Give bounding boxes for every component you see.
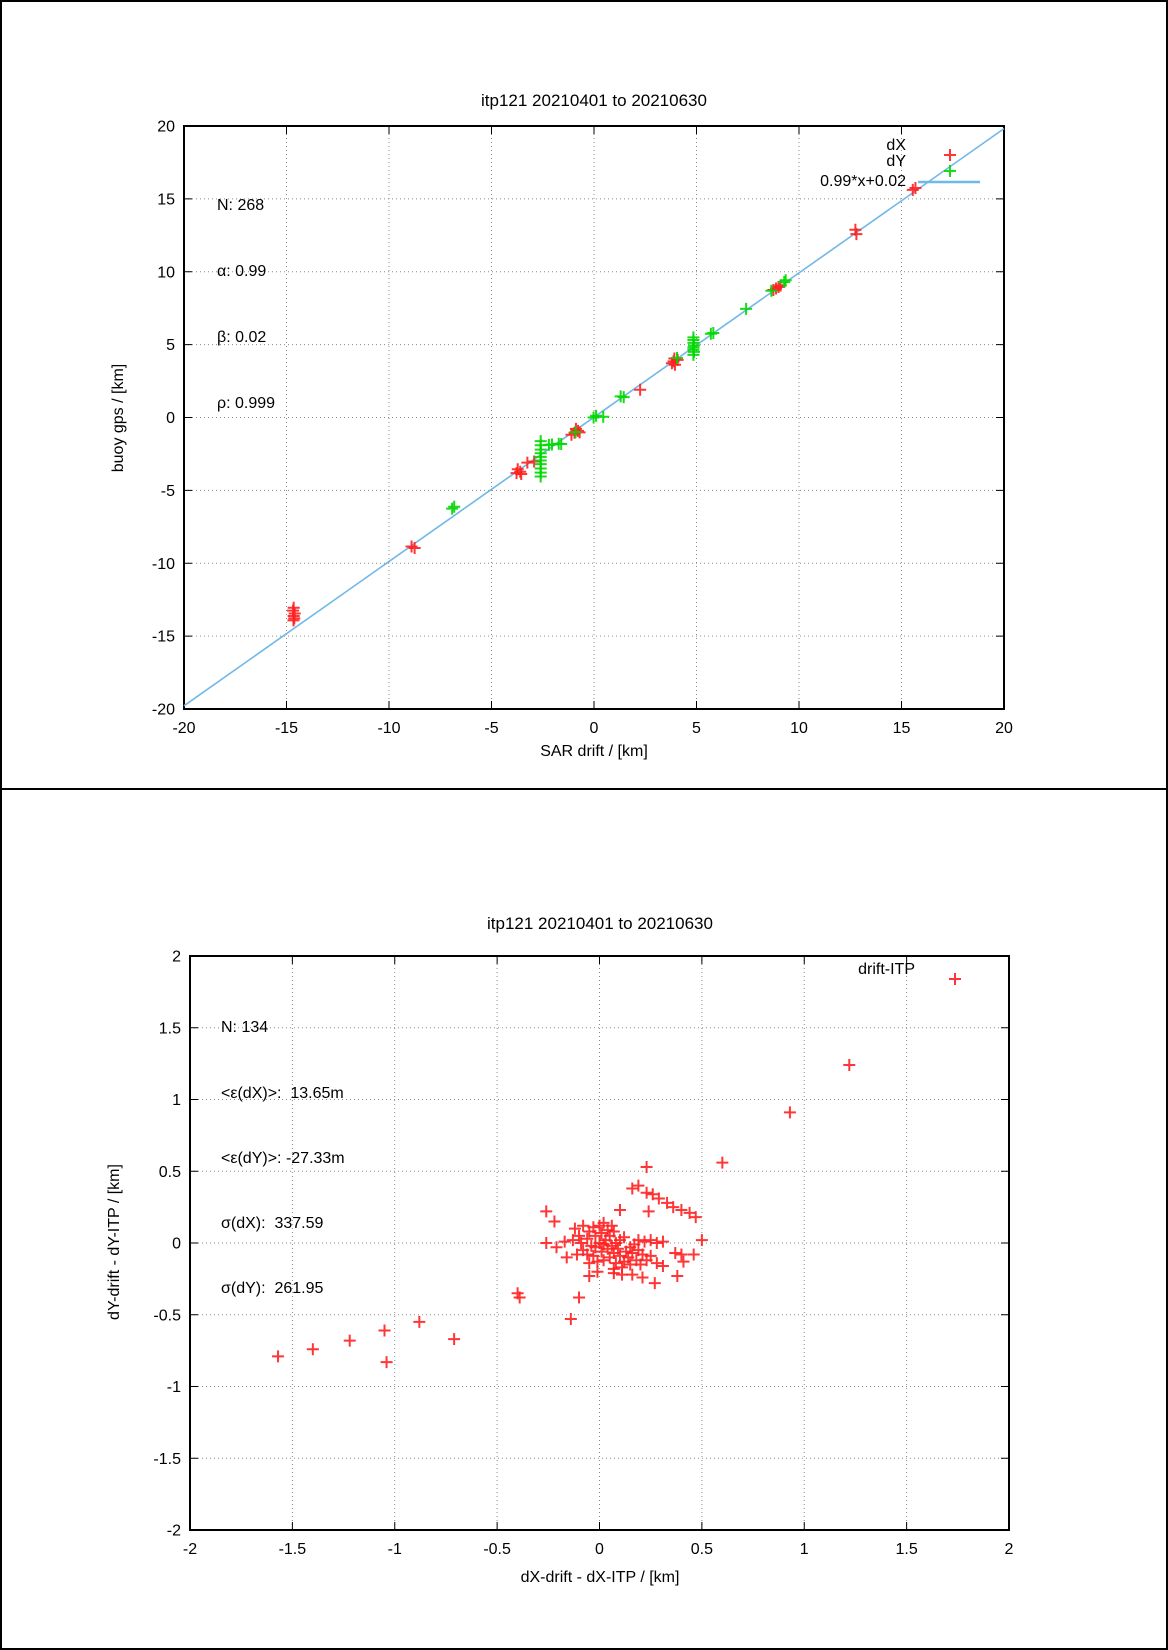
legend-label-dx: dX — [886, 137, 906, 154]
svg-text:20: 20 — [157, 119, 175, 136]
stat-beta: β: 0.02 — [217, 329, 267, 346]
svg-text:-15: -15 — [275, 720, 298, 737]
top-chart-stats-block: N: 268 α: 0.99 β: 0.02 ρ: 0.999 — [217, 151, 275, 459]
stat-alpha: α: 0.99 — [217, 263, 267, 280]
svg-text:15: 15 — [157, 191, 175, 208]
svg-text:-2: -2 — [167, 1523, 181, 1540]
svg-text:0: 0 — [172, 1236, 181, 1253]
top-chart-x-axis-label: SAR drift / [km] — [540, 743, 648, 760]
svg-text:-1.5: -1.5 — [279, 1541, 307, 1558]
svg-text:20: 20 — [995, 720, 1013, 737]
stat-n: N: 268 — [217, 197, 265, 214]
panel-divider — [2, 788, 1166, 790]
bottom-chart-x-axis-label: dX-drift - dX-ITP / [km] — [520, 1569, 680, 1586]
svg-text:-0.5: -0.5 — [153, 1307, 181, 1324]
stat-n2: N: 134 — [221, 1019, 269, 1037]
legend-label-drift-itp: drift-ITP — [858, 961, 915, 978]
svg-text:1: 1 — [800, 1541, 809, 1558]
stat-eps-dx: <ε(dX)>: 13.65m — [221, 1084, 344, 1102]
svg-text:-1.5: -1.5 — [153, 1451, 181, 1468]
svg-text:-15: -15 — [152, 629, 175, 646]
svg-text:-0.5: -0.5 — [483, 1541, 511, 1558]
svg-text:0: 0 — [590, 720, 599, 737]
svg-text:0: 0 — [166, 410, 175, 427]
svg-text:0: 0 — [595, 1541, 604, 1558]
bottom-chart-stats-block: N: 134 <ε(dX)>: 13.65m <ε(dY)>: -27.33m … — [221, 974, 345, 1343]
stat-sigma-dx: σ(dX): 337.59 — [221, 1214, 324, 1232]
top-chart-title: itp121 20210401 to 20210630 — [481, 91, 707, 110]
svg-text:-1: -1 — [167, 1379, 181, 1396]
svg-text:-20: -20 — [172, 720, 195, 737]
svg-text:-5: -5 — [161, 483, 175, 500]
svg-text:-20: -20 — [152, 702, 175, 719]
svg-text:0.5: 0.5 — [159, 1164, 181, 1181]
svg-text:-10: -10 — [377, 720, 400, 737]
svg-text:15: 15 — [893, 720, 911, 737]
svg-text:10: 10 — [157, 264, 175, 281]
stat-eps-dy: <ε(dY)>: -27.33m — [221, 1149, 345, 1167]
svg-text:-5: -5 — [484, 720, 498, 737]
svg-text:5: 5 — [692, 720, 701, 737]
svg-text:0.5: 0.5 — [691, 1541, 713, 1558]
legend-label-fit-line: 0.99*x+0.02 — [820, 173, 906, 190]
svg-text:5: 5 — [166, 337, 175, 354]
stat-rho: ρ: 0.999 — [217, 395, 276, 412]
bottom-chart-y-axis-label: dY-drift - dY-ITP / [km] — [106, 1164, 123, 1320]
legend-label-dy: dY — [886, 153, 906, 170]
svg-text:-10: -10 — [152, 556, 175, 573]
svg-text:2: 2 — [172, 949, 181, 966]
svg-text:1.5: 1.5 — [159, 1020, 181, 1037]
svg-text:10: 10 — [790, 720, 808, 737]
stat-sigma-dy: σ(dY): 261.95 — [221, 1279, 324, 1297]
svg-text:-2: -2 — [183, 1541, 197, 1558]
svg-text:-1: -1 — [388, 1541, 402, 1558]
top-chart-y-axis-label: buoy gps / [km] — [110, 363, 127, 473]
bottom-chart-title: itp121 20210401 to 20210630 — [487, 914, 713, 933]
svg-text:1.5: 1.5 — [896, 1541, 918, 1558]
svg-text:2: 2 — [1005, 1541, 1014, 1558]
svg-text:1: 1 — [172, 1092, 181, 1109]
